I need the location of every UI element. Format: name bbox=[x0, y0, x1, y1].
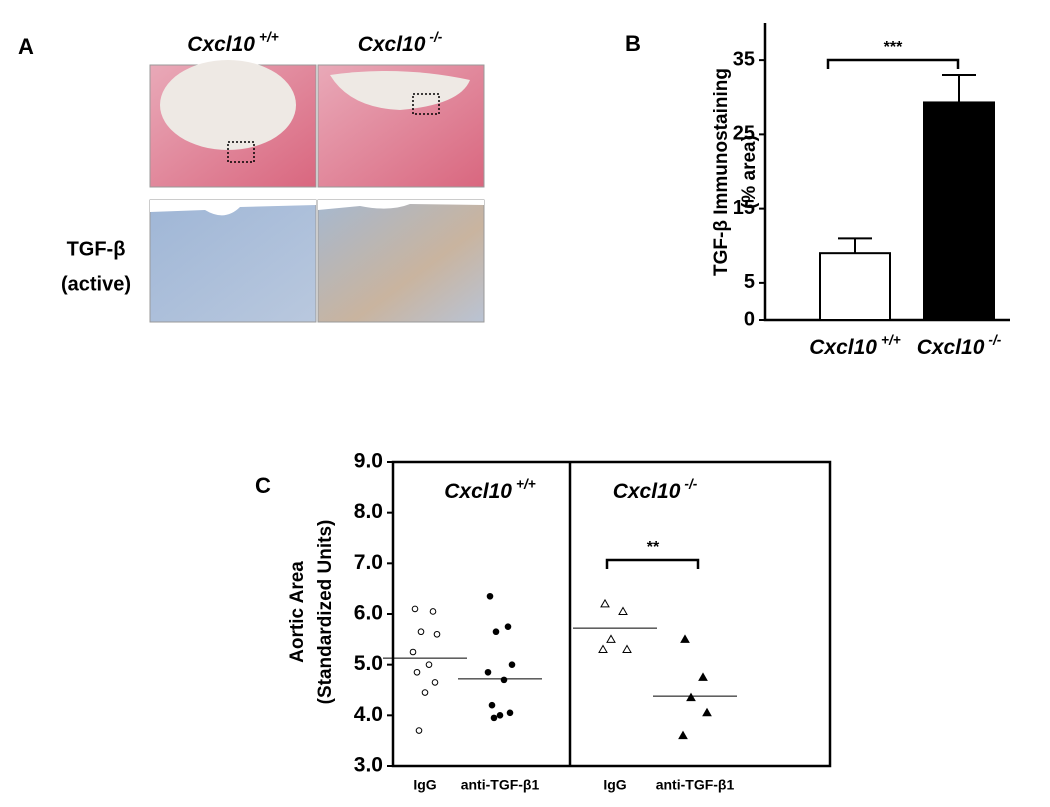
data-point bbox=[492, 628, 500, 636]
x-tick-label: IgG bbox=[413, 777, 436, 793]
data-point bbox=[429, 608, 437, 615]
y-tick-label: 3.0 bbox=[354, 754, 383, 777]
column-header: Cxcl10 -/- bbox=[358, 29, 443, 55]
data-point bbox=[409, 648, 417, 656]
y-tick-label: 5 bbox=[744, 271, 755, 293]
superscript: +/+ bbox=[881, 332, 901, 347]
label-text: Cxcl10 bbox=[809, 336, 877, 359]
data-point bbox=[413, 668, 421, 676]
data-point bbox=[433, 630, 441, 638]
data-point bbox=[600, 598, 610, 608]
panel-title: Cxcl10 -/- bbox=[613, 476, 698, 502]
superscript: +/+ bbox=[259, 29, 279, 44]
superscript: -/- bbox=[429, 29, 442, 44]
label-text: Cxcl10 bbox=[613, 480, 681, 503]
superscript: +/+ bbox=[516, 476, 536, 491]
y-axis-label: TGF-β Immunostaining bbox=[711, 68, 732, 276]
significance-bracket bbox=[605, 558, 700, 569]
x-tick-label: IgG bbox=[603, 777, 626, 793]
x-tick-label: anti-TGF-β1 bbox=[461, 777, 540, 793]
panel-title: Cxcl10 +/+ bbox=[444, 476, 535, 502]
significance-label: ** bbox=[647, 539, 660, 556]
plot-frame bbox=[391, 460, 832, 768]
label-text: Cxcl10 bbox=[358, 33, 426, 56]
data-point bbox=[421, 689, 429, 696]
micrographs bbox=[149, 60, 485, 323]
data-point bbox=[678, 730, 688, 740]
data-point bbox=[484, 668, 492, 676]
y-tick-label: 25 bbox=[733, 123, 755, 145]
data-point bbox=[606, 634, 616, 643]
data-point bbox=[680, 634, 690, 643]
data-point bbox=[500, 676, 508, 684]
data-point bbox=[496, 712, 504, 719]
y-tick-label: 6.0 bbox=[354, 602, 383, 625]
lumen bbox=[150, 200, 316, 216]
column-header: Cxcl10 +/+ bbox=[187, 29, 278, 55]
error-bar bbox=[942, 73, 976, 103]
bar bbox=[819, 252, 891, 321]
superscript: -/- bbox=[684, 476, 697, 491]
lumen bbox=[330, 71, 470, 110]
superscript: -/- bbox=[988, 332, 1001, 347]
significance-bracket bbox=[826, 58, 960, 69]
data-point bbox=[508, 661, 516, 668]
data-point bbox=[598, 644, 608, 653]
lumen bbox=[318, 200, 484, 210]
data-point bbox=[488, 701, 496, 709]
y-axis-label: (Standardized Units) bbox=[315, 520, 336, 705]
y-tick-label: 0 bbox=[744, 308, 755, 330]
y-axis-label: Aortic Area bbox=[287, 561, 308, 663]
error-bar bbox=[838, 237, 872, 254]
y-tick-label: 35 bbox=[733, 48, 755, 70]
data-point bbox=[486, 592, 494, 600]
y-tick-label: 8.0 bbox=[354, 500, 383, 523]
label-text: Cxcl10 bbox=[444, 480, 512, 503]
panel-label: B bbox=[625, 31, 641, 56]
data-point bbox=[431, 679, 439, 686]
data-point bbox=[702, 707, 712, 717]
data-point bbox=[415, 727, 423, 734]
data-point bbox=[425, 661, 433, 668]
significance-label: *** bbox=[884, 39, 903, 56]
y-axis-label: (% area) bbox=[739, 135, 760, 209]
data-point bbox=[622, 644, 632, 653]
x-tick-label: Cxcl10 -/- bbox=[917, 332, 1002, 358]
inset-box bbox=[412, 93, 440, 115]
data-point bbox=[698, 672, 708, 681]
row-label: TGF-β bbox=[67, 238, 126, 260]
data-point bbox=[411, 605, 419, 613]
bar bbox=[923, 101, 995, 322]
label-text: Cxcl10 bbox=[187, 33, 255, 56]
micrograph bbox=[317, 199, 485, 323]
y-tick-label: 9.0 bbox=[354, 450, 383, 473]
data-point bbox=[490, 714, 498, 722]
label-text: Cxcl10 bbox=[917, 336, 985, 359]
y-tick-label: 15 bbox=[733, 197, 755, 219]
y-tick-label: 4.0 bbox=[354, 703, 383, 726]
inset-box bbox=[227, 141, 255, 163]
data-point bbox=[618, 606, 628, 615]
y-tick-label: 5.0 bbox=[354, 652, 383, 675]
micrograph bbox=[149, 199, 317, 323]
data-point bbox=[504, 623, 512, 630]
row-label: (active) bbox=[61, 273, 131, 295]
y-tick-label: 7.0 bbox=[354, 551, 383, 574]
x-tick-label: anti-TGF-β1 bbox=[656, 777, 735, 793]
lumen bbox=[160, 60, 296, 150]
x-tick-label: Cxcl10 +/+ bbox=[809, 332, 900, 358]
data-point bbox=[506, 709, 514, 717]
panel-label: C bbox=[255, 473, 271, 498]
panel-label: A bbox=[18, 34, 34, 59]
data-point bbox=[686, 692, 696, 702]
data-point bbox=[417, 628, 425, 636]
